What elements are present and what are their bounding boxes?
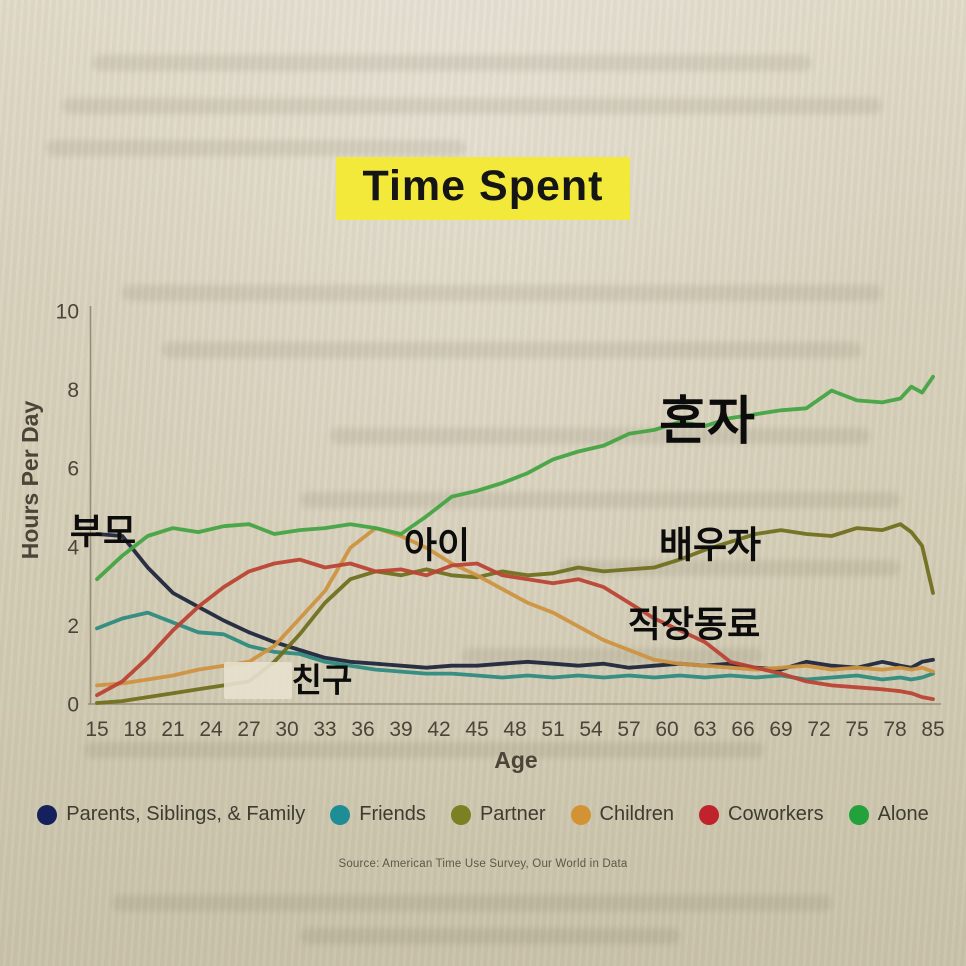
x-tick-label: 30 <box>275 718 298 741</box>
annotation-coworkers: 직장동료 <box>628 604 760 645</box>
y-tick-label: 6 <box>67 458 79 481</box>
y-axis-title: Hours Per Day <box>17 401 43 560</box>
line-alone <box>95 374 935 582</box>
annotation-parents-siblings-family: 부모 <box>70 511 136 552</box>
correction-patch <box>224 662 292 699</box>
legend-swatch <box>37 804 58 825</box>
y-tick-label: 10 <box>56 301 79 324</box>
y-tick-label: 0 <box>67 694 79 717</box>
legend-item: Alone <box>848 803 929 826</box>
legend-item: Friends <box>330 803 426 826</box>
x-tick-label: 66 <box>731 718 754 741</box>
legend-swatch <box>848 804 869 825</box>
series-lines <box>95 374 935 705</box>
x-tick-label: 36 <box>351 718 374 741</box>
line-friends <box>95 610 935 682</box>
x-tick-label: 57 <box>617 718 640 741</box>
legend-swatch <box>699 804 720 825</box>
x-tick-label: 33 <box>313 718 336 741</box>
legend-label: Parents, Siblings, & Family <box>66 803 306 825</box>
legend-item: Coworkers <box>699 803 824 826</box>
y-tick-label: 4 <box>67 536 79 559</box>
axes <box>88 306 941 705</box>
x-tick-label: 24 <box>199 718 223 741</box>
x-tick-label: 18 <box>123 718 146 741</box>
page-title: Time Spent <box>335 157 631 220</box>
x-tick-label: 39 <box>389 718 412 741</box>
x-tick-label: 85 <box>921 718 944 741</box>
y-tick-label: 8 <box>67 379 79 402</box>
legend-item: Partner <box>450 803 546 826</box>
legend-item: Children <box>570 803 675 826</box>
x-axis-title: Age <box>494 747 537 773</box>
legend-swatch <box>450 804 471 825</box>
axis-labels: Age Hours Per Day <box>17 401 538 773</box>
chart-legend: Parents, Siblings, & Family Friends Partne… <box>0 803 966 826</box>
x-tick-label: 60 <box>655 718 678 741</box>
legend-label: Partner <box>479 803 546 825</box>
x-tick-label: 78 <box>883 718 906 741</box>
legend-label: Children <box>599 803 675 825</box>
legend-label: Alone <box>877 803 929 825</box>
x-tick-label: 54 <box>579 718 603 741</box>
x-tick-label: 51 <box>541 718 564 741</box>
correction-patch-layer <box>224 662 292 699</box>
y-tick-label: 2 <box>67 615 79 638</box>
x-tick-label: 21 <box>161 718 184 741</box>
x-tick-label: 69 <box>769 718 792 741</box>
source-caption: Source: American Time Use Survey, Our Wo… <box>338 858 628 870</box>
annotation-alone: 혼자 <box>659 393 755 451</box>
line-coworkers <box>95 557 935 701</box>
x-tick-label: 15 <box>85 718 108 741</box>
legend-swatch <box>570 804 591 825</box>
y-axis-ticks: 0 2 4 6 8 10 <box>56 301 80 717</box>
x-tick-label: 75 <box>845 718 868 741</box>
legend-item: Parents, Siblings, & Family <box>37 803 305 826</box>
line-parents-siblings-family <box>95 532 935 672</box>
annotation-friends: 친구 <box>292 662 353 699</box>
x-axis-ticks: 15 18 21 24 27 30 33 36 39 42 45 48 51 54 57 60 63 66 69 72… <box>85 718 944 741</box>
x-tick-label: 72 <box>807 718 830 741</box>
title-bar: Time Spent <box>0 157 966 220</box>
annotation-partner: 배우자 <box>659 525 761 566</box>
x-tick-label: 45 <box>465 718 488 741</box>
legend-label: Friends <box>359 803 426 825</box>
x-tick-label: 48 <box>503 718 526 741</box>
legend-label: Coworkers <box>728 803 824 825</box>
x-tick-label: 42 <box>427 718 450 741</box>
legend-swatch <box>330 804 351 825</box>
x-tick-label: 27 <box>237 718 260 741</box>
annotation-children: 아이 <box>404 525 470 566</box>
x-tick-label: 63 <box>693 718 716 741</box>
